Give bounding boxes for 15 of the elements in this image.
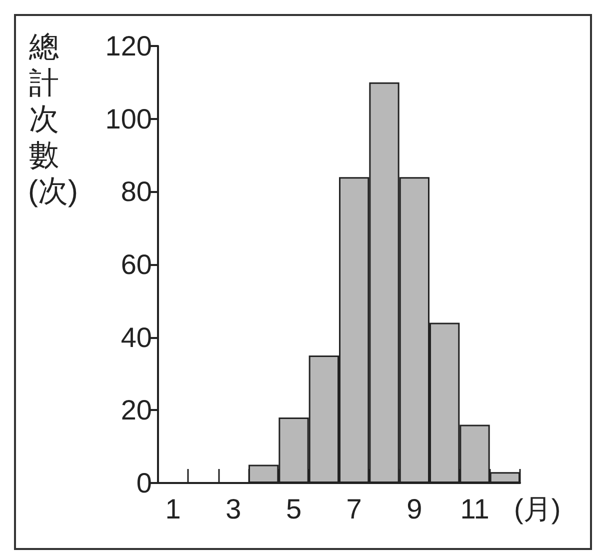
y-tick-label: 80 [120, 176, 152, 208]
y-tick-label: 40 [120, 322, 152, 353]
y-tick-label: 120 [105, 30, 152, 62]
y-tick-label: 60 [120, 249, 152, 280]
y-axis-title: 總計次數(次) [28, 30, 78, 210]
x-tick-label: 5 [286, 494, 302, 524]
y-tick-label: 20 [120, 394, 152, 426]
y-tick-label: 0 [136, 468, 152, 498]
x-axis-title: (月) [514, 494, 561, 524]
x-tick-label: 1 [165, 494, 181, 524]
x-tick-label: 11 [460, 494, 490, 524]
x-tick-label: 7 [346, 494, 362, 524]
x-tick-label: 3 [226, 494, 242, 524]
y-tick-label: 100 [105, 103, 152, 134]
x-tick-label: 9 [406, 494, 422, 524]
